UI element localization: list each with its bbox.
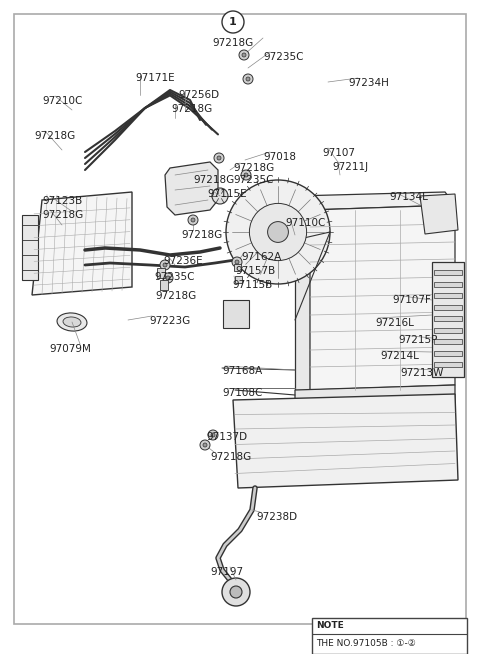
Text: 97213W: 97213W (400, 368, 444, 378)
Text: 97137D: 97137D (206, 432, 247, 442)
Text: 97115B: 97115B (232, 280, 272, 290)
Circle shape (163, 273, 173, 283)
Text: 97134L: 97134L (389, 192, 428, 202)
Text: 97018: 97018 (263, 152, 296, 162)
Text: 97162A: 97162A (241, 252, 281, 262)
Text: 97223G: 97223G (149, 316, 190, 326)
Circle shape (166, 276, 170, 280)
Polygon shape (295, 210, 310, 390)
Polygon shape (32, 192, 132, 295)
Bar (157, 268, 165, 278)
Text: THE NO.97105B : ①-②: THE NO.97105B : ①-② (316, 640, 416, 649)
Text: 97211J: 97211J (332, 162, 368, 172)
Circle shape (230, 586, 242, 598)
Text: 97218G: 97218G (34, 131, 75, 141)
Circle shape (243, 74, 253, 84)
Circle shape (212, 188, 228, 204)
Circle shape (244, 173, 248, 177)
Text: 97218G: 97218G (181, 230, 222, 240)
Bar (434, 316, 462, 321)
Text: 97235C: 97235C (154, 272, 194, 282)
Text: 97110C: 97110C (285, 218, 325, 228)
Circle shape (241, 170, 251, 180)
Polygon shape (165, 162, 218, 215)
Text: 97107F: 97107F (392, 295, 431, 305)
Text: 97215P: 97215P (398, 335, 437, 345)
Circle shape (211, 433, 215, 437)
Text: 97171E: 97171E (135, 73, 175, 83)
Bar (22, 215, 38, 280)
Polygon shape (295, 385, 455, 420)
Circle shape (160, 260, 170, 270)
Circle shape (232, 257, 242, 267)
Text: 97235C: 97235C (263, 52, 303, 62)
Circle shape (208, 430, 218, 440)
Circle shape (203, 443, 207, 447)
Bar (223, 300, 249, 328)
Text: 97218G: 97218G (233, 163, 274, 173)
Bar (160, 280, 168, 290)
Text: NOTE: NOTE (316, 621, 344, 630)
Circle shape (226, 180, 330, 284)
Text: 97218G: 97218G (212, 38, 253, 48)
Text: 97210C: 97210C (42, 96, 83, 106)
Bar (434, 339, 462, 344)
Text: 97218G: 97218G (193, 175, 234, 185)
Polygon shape (310, 205, 455, 390)
Circle shape (217, 156, 221, 160)
Text: 97238D: 97238D (256, 512, 297, 522)
Circle shape (235, 260, 239, 264)
Bar (434, 328, 462, 333)
Circle shape (200, 440, 210, 450)
Bar (434, 282, 462, 287)
Bar (434, 351, 462, 356)
Text: 1: 1 (229, 17, 237, 27)
Text: 97256D: 97256D (178, 90, 219, 100)
Polygon shape (233, 394, 458, 488)
Text: 97157B: 97157B (235, 266, 275, 276)
Text: 97234H: 97234H (348, 78, 389, 88)
Text: 97108C: 97108C (222, 388, 263, 398)
Circle shape (239, 50, 249, 60)
Circle shape (242, 53, 246, 57)
Text: 97214L: 97214L (380, 351, 419, 361)
Text: 97197: 97197 (210, 567, 243, 577)
Bar (434, 362, 462, 367)
Circle shape (191, 218, 195, 222)
Text: 97218G: 97218G (155, 291, 196, 301)
Circle shape (250, 203, 307, 260)
Bar (234, 264, 241, 271)
Bar (432, 262, 464, 377)
Text: 97168A: 97168A (222, 366, 262, 376)
Circle shape (188, 215, 198, 225)
Polygon shape (295, 192, 455, 210)
Ellipse shape (63, 317, 81, 327)
Text: 97107: 97107 (322, 148, 355, 158)
Text: 97218G: 97218G (210, 452, 251, 462)
Circle shape (268, 222, 288, 243)
Circle shape (246, 77, 250, 81)
Text: 97236E: 97236E (163, 256, 203, 266)
Bar (434, 270, 462, 275)
Circle shape (214, 153, 224, 163)
Ellipse shape (57, 313, 87, 331)
Circle shape (163, 263, 167, 267)
Bar (434, 293, 462, 298)
Text: 97218G: 97218G (42, 210, 83, 220)
Circle shape (222, 578, 250, 606)
Text: 97216L: 97216L (375, 318, 414, 328)
Text: 97235C: 97235C (233, 175, 274, 185)
Circle shape (222, 11, 244, 33)
Text: 97115E: 97115E (207, 189, 247, 199)
Text: 97079M: 97079M (49, 344, 91, 354)
Bar (434, 305, 462, 310)
Polygon shape (420, 194, 458, 234)
Bar (235, 276, 242, 283)
Bar (312, 618, 467, 654)
Text: 97123B: 97123B (42, 196, 82, 206)
Text: 97218G: 97218G (171, 104, 212, 114)
